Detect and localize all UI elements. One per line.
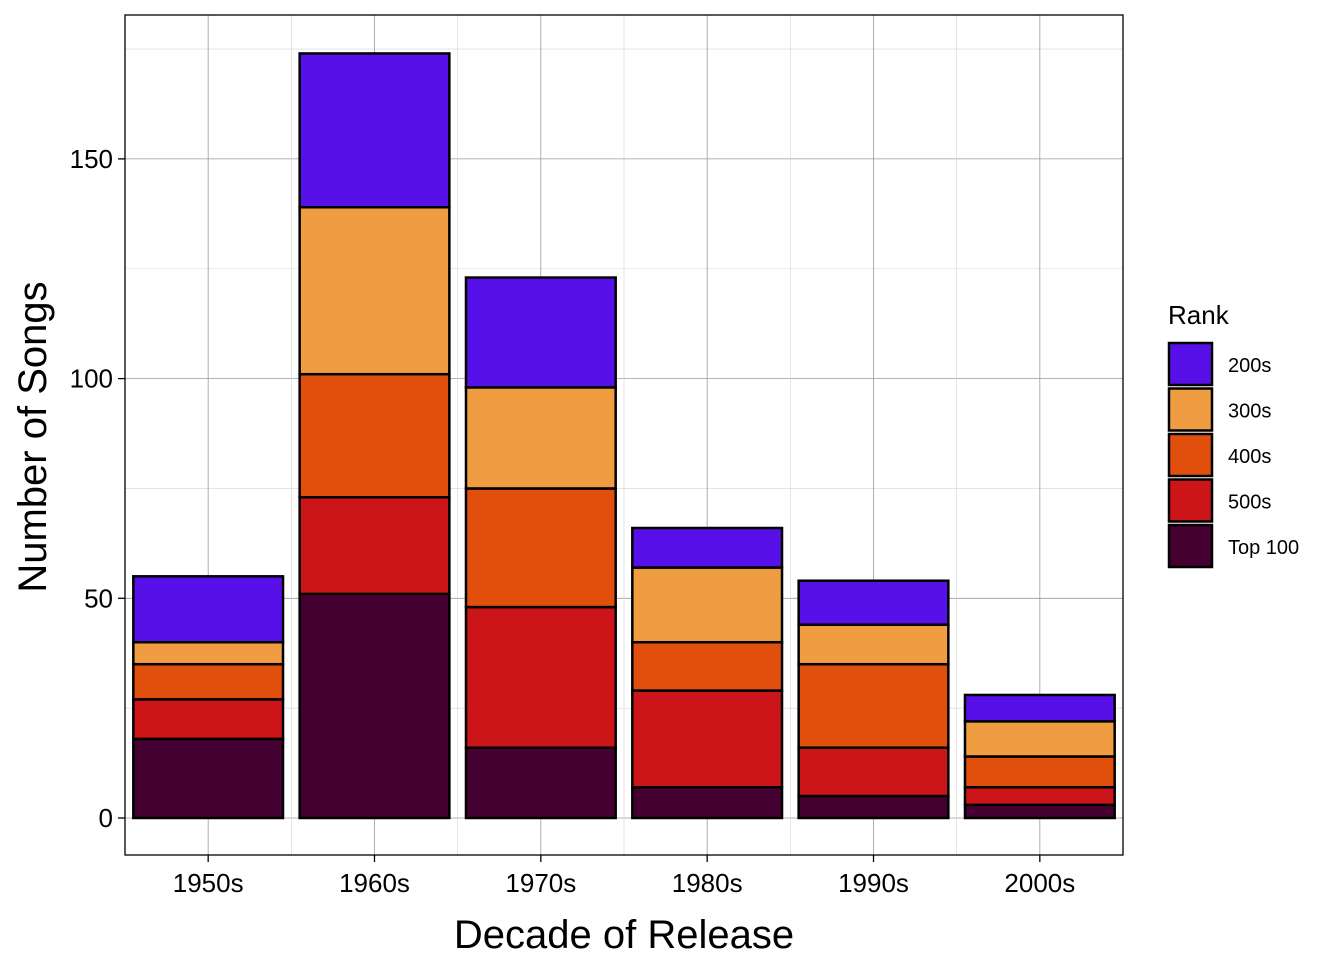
bar-2000s-400s bbox=[963, 755, 1116, 789]
bar-1970s-500s bbox=[464, 605, 617, 749]
legend-title: Rank bbox=[1168, 300, 1230, 330]
bars bbox=[132, 52, 1116, 820]
bar-1970s-400s bbox=[464, 487, 617, 609]
bar-1990s-top-100 bbox=[797, 794, 950, 820]
x-tick-label: 1960s bbox=[339, 868, 410, 898]
plot-panel-border bbox=[124, 14, 1124, 856]
x-tick-label: 1950s bbox=[173, 868, 244, 898]
bar-1960s-300s bbox=[298, 205, 451, 376]
bar-1950s-200s bbox=[132, 575, 285, 644]
bar-1950s-500s bbox=[132, 698, 285, 741]
legend: Rank 200s 300s 400s 500s Top 100 bbox=[1167, 300, 1299, 569]
bar-1960s-400s bbox=[298, 372, 451, 499]
legend-key-500s bbox=[1167, 478, 1214, 523]
legend-label: 500s bbox=[1228, 492, 1271, 514]
legend-key-top-100 bbox=[1167, 523, 1214, 569]
legend-key-400s bbox=[1167, 432, 1214, 478]
bar-1960s-200s bbox=[298, 52, 451, 209]
bar-1980s-400s bbox=[631, 640, 784, 692]
x-tick-label: 1990s bbox=[838, 868, 909, 898]
bar-1960s-top-100 bbox=[298, 592, 451, 820]
y-tick-label: 50 bbox=[84, 583, 113, 613]
bar-1980s-500s bbox=[631, 689, 784, 789]
bar-1980s-200s bbox=[631, 526, 784, 569]
x-axis: 1950s 1960s 1970s 1980s 1990s 2000s bbox=[173, 855, 1075, 898]
legend-key-300s bbox=[1167, 387, 1214, 432]
bar-1990s-400s bbox=[797, 662, 950, 749]
legend-label: 400s bbox=[1228, 446, 1271, 468]
legend-label: 200s bbox=[1228, 355, 1271, 377]
bar-1980s-300s bbox=[631, 566, 784, 644]
legend-label: Top 100 bbox=[1228, 537, 1299, 559]
bar-1970s-300s bbox=[464, 386, 617, 490]
y-tick-label: 0 bbox=[99, 803, 113, 833]
bar-1990s-300s bbox=[797, 623, 950, 666]
y-axis: 0 50 100 150 bbox=[70, 144, 125, 833]
bar-1970s-top-100 bbox=[464, 746, 617, 820]
legend-label: 300s bbox=[1228, 401, 1271, 423]
y-axis-label: Number of Songs bbox=[11, 281, 55, 592]
bar-2000s-300s bbox=[963, 720, 1116, 758]
x-axis-label: Decade of Release bbox=[454, 913, 794, 957]
bar-1960s-500s bbox=[298, 495, 451, 596]
bar-1990s-500s bbox=[797, 746, 950, 798]
bar-2000s-200s bbox=[963, 693, 1116, 723]
y-tick-label: 100 bbox=[70, 364, 113, 394]
bar-1950s-400s bbox=[132, 662, 285, 701]
x-tick-label: 1980s bbox=[672, 868, 743, 898]
bar-2000s-500s bbox=[963, 785, 1116, 807]
bar-1950s-300s bbox=[132, 640, 285, 666]
x-tick-label: 1970s bbox=[505, 868, 576, 898]
x-tick-label: 2000s bbox=[1004, 868, 1075, 898]
bar-1990s-200s bbox=[797, 579, 950, 626]
legend-key-200s bbox=[1167, 341, 1214, 387]
y-tick-label: 150 bbox=[70, 144, 113, 174]
bar-2000s-top-100 bbox=[963, 803, 1116, 820]
bar-1950s-top-100 bbox=[132, 737, 285, 820]
bar-1970s-200s bbox=[464, 276, 617, 389]
bar-1980s-top-100 bbox=[631, 785, 784, 820]
